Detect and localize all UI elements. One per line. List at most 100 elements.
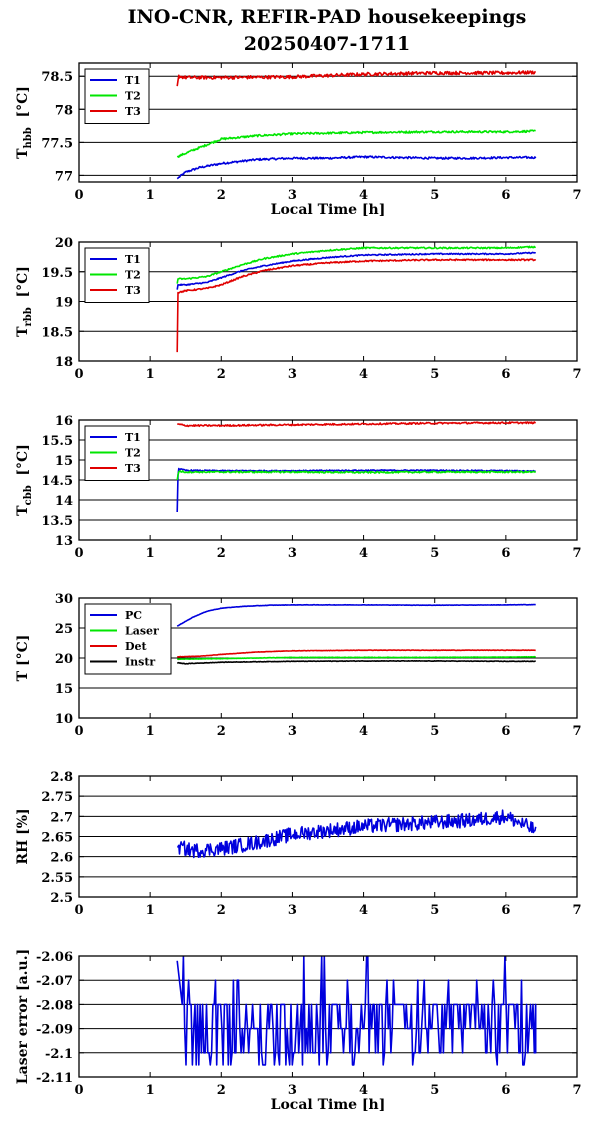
x-tick-label: 3	[288, 188, 297, 203]
x-tick-label: 2	[217, 724, 226, 739]
x-tick-label: 1	[146, 724, 155, 739]
series-group	[176, 70, 537, 180]
x-tick-label: 0	[74, 1083, 83, 1098]
y-tick-label: -2.09	[36, 1023, 73, 1038]
y-tick-label: 77.5	[41, 136, 73, 151]
y-tick-label: 15	[55, 682, 73, 697]
y-tick-label: 18	[55, 355, 73, 370]
y-axis-label: Laser error [a.u.]	[15, 949, 31, 1084]
panel-3: 13 13.5 14 14.5 15 15.5 16 0 1 2 3 4 5 6 7 T1 T2 T3 Tcbb […	[15, 414, 582, 561]
legend-label: T3	[125, 105, 141, 118]
x-tick-label: 7	[572, 546, 581, 561]
y-tick-label: 78.5	[41, 70, 73, 85]
y-tick-label: -2.08	[36, 998, 73, 1013]
x-tick-label: 4	[359, 724, 368, 739]
x-tick-label: 1	[146, 903, 155, 918]
legend-label: Laser	[125, 625, 159, 638]
y-tick-label: 25	[55, 622, 73, 637]
x-tick-label: 3	[288, 903, 297, 918]
series-line-pc	[176, 603, 536, 627]
x-tick-label: 1	[146, 546, 155, 561]
x-tick-label: 5	[430, 367, 439, 382]
series-group	[177, 809, 537, 859]
x-tick-label: 2	[217, 1083, 226, 1098]
y-tick-label: 19	[55, 296, 73, 311]
legend-label: T1	[125, 431, 141, 444]
legend-label: T2	[125, 90, 141, 103]
y-tick-label: 20	[55, 652, 73, 667]
x-tick-label: 7	[572, 724, 581, 739]
legend-label: Instr	[125, 656, 155, 669]
series-line-t1	[176, 467, 536, 513]
y-tick-label: -2.11	[36, 1071, 73, 1086]
y-tick-label: 2.55	[41, 871, 73, 886]
panel-4: 10 15 20 25 30 0 1 2 3 4 5 6 7 PC Laser Det Instr T [°C]	[15, 592, 582, 739]
series-group	[176, 956, 537, 1066]
figure-subtitle: 20250407-1711	[244, 33, 411, 55]
legend-label: T3	[125, 284, 141, 297]
x-tick-label: 1	[146, 367, 155, 382]
series-line-t3	[176, 258, 537, 353]
x-tick-label: 4	[359, 1083, 368, 1098]
y-tick-label: 18.5	[41, 325, 73, 340]
y-tick-label: 30	[55, 592, 73, 607]
x-tick-label: 2	[217, 903, 226, 918]
x-tick-label: 0	[74, 903, 83, 918]
legend: T1 T2 T3	[84, 247, 150, 303]
series-line-data	[177, 809, 537, 859]
x-tick-label: 6	[501, 903, 510, 918]
x-tick-label: 3	[288, 546, 297, 561]
x-tick-label: 2	[217, 546, 226, 561]
legend-label: T1	[125, 253, 141, 266]
legend-label: T3	[125, 462, 141, 475]
plot-frame	[78, 419, 578, 541]
series-line-t3	[177, 421, 537, 428]
y-tick-label: -2.07	[36, 974, 73, 989]
panel-2: 18 18.5 19 19.5 20 0 1 2 3 4 5 6 7 T1 T2 T3 Trbb [°C]	[15, 236, 582, 382]
y-tick-label: -2.1	[45, 1047, 73, 1062]
series-line-t3	[176, 70, 536, 87]
legend-label: T2	[125, 447, 141, 460]
x-tick-label: 0	[74, 367, 83, 382]
x-tick-label: 6	[501, 367, 510, 382]
y-tick-label: 13	[55, 534, 73, 549]
series-line-t1	[176, 251, 536, 290]
figure-title: INO-CNR, REFIR-PAD housekeepings	[128, 6, 527, 28]
x-tick-label: 4	[359, 546, 368, 561]
y-tick-label: -2.06	[36, 950, 73, 965]
x-tick-label: 6	[501, 188, 510, 203]
x-tick-label: 5	[430, 724, 439, 739]
series-line-data	[176, 956, 537, 1066]
x-tick-label: 4	[359, 367, 368, 382]
x-tick-label: 4	[359, 903, 368, 918]
x-tick-label: 1	[146, 188, 155, 203]
x-tick-label: 7	[572, 188, 581, 203]
y-tick-label: 2.7	[50, 810, 73, 825]
x-tick-label: 2	[217, 367, 226, 382]
y-tick-label: 16	[55, 414, 73, 429]
x-tick-label: 1	[146, 1083, 155, 1098]
legend-label: Det	[125, 640, 148, 653]
series-group	[176, 603, 536, 665]
y-tick-label: 13.5	[41, 514, 73, 529]
x-tick-label: 4	[359, 188, 368, 203]
x-tick-label: 6	[501, 546, 510, 561]
series-line-laser	[177, 655, 536, 661]
panel-6: -2.11 -2.1 -2.09 -2.08 -2.07 -2.06 0 1 2 3 4 5 6 7 Las…	[15, 949, 582, 1113]
legend-label: T1	[125, 74, 141, 87]
series-line-t2	[176, 470, 537, 481]
x-tick-label: 5	[430, 546, 439, 561]
plot-frame	[78, 62, 578, 183]
x-tick-label: 6	[501, 724, 510, 739]
x-tick-label: 5	[430, 188, 439, 203]
y-tick-label: 77	[55, 169, 73, 184]
y-tick-label: 15.5	[41, 434, 73, 449]
y-tick-label: 20	[55, 236, 73, 251]
x-tick-label: 0	[74, 724, 83, 739]
y-axis-label: Thbb [°C]	[15, 86, 34, 159]
plot-frame	[78, 241, 578, 362]
series-group	[176, 421, 537, 513]
series-line-instr	[177, 660, 536, 665]
